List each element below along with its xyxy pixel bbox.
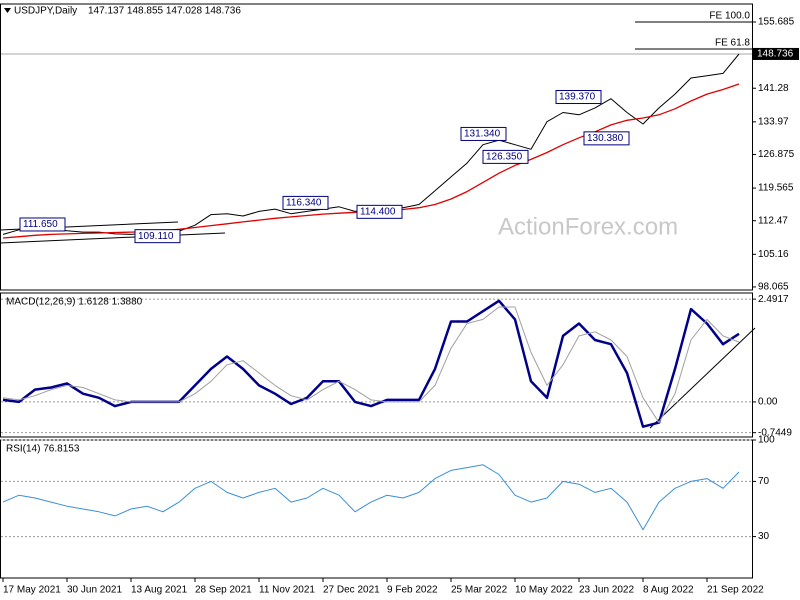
x-tick-label: 13 Aug 2021 [131, 585, 188, 596]
price-annotation [555, 90, 602, 105]
y-tick-label: 98.065 [758, 282, 789, 293]
menu-arrow [4, 8, 11, 13]
x-tick-label: 10 May 2022 [515, 585, 573, 596]
price-annotation [134, 229, 181, 244]
annotation-label: 111.650 [23, 219, 58, 230]
series-line [2, 464, 740, 531]
y-tick-label: 0.00 [758, 397, 778, 408]
x-tick-label: 17 May 2021 [3, 585, 61, 596]
x-tick-label: 28 Sep 2021 [195, 585, 252, 596]
price-annotation [482, 149, 529, 164]
y-tick-label: 105.16 [758, 249, 789, 260]
y-tick-label: 100 [758, 435, 775, 446]
series-line [2, 299, 740, 428]
last-price-label: 148.736 [757, 49, 794, 60]
y-tick-label: 2.4917 [758, 294, 789, 305]
chart-title: USDJPY,Daily [14, 6, 77, 17]
y-tick-label: 70 [758, 476, 770, 487]
watermark: ActionForex.com [498, 213, 678, 240]
series-line [2, 306, 740, 424]
annotation-label: 114.400 [360, 206, 396, 217]
y-tick-label: 155.685 [758, 17, 795, 28]
y-tick-label: 141.28 [758, 83, 789, 94]
price-annotation [583, 131, 630, 146]
y-tick-label: -0.7449 [758, 427, 792, 438]
trendline [0, 232, 226, 244]
panel-frame [0, 439, 753, 579]
x-tick-label: 8 Aug 2022 [643, 585, 694, 596]
annotation-label: 139.370 [559, 92, 596, 103]
price-annotation [356, 204, 403, 219]
x-tick-label: 11 Nov 2021 [259, 585, 315, 596]
panel-frame [0, 3, 753, 291]
annotation-label: 116.340 [286, 198, 322, 209]
y-tick-label: 126.875 [758, 149, 795, 160]
price-annotation [282, 195, 329, 210]
y-tick-label: 133.97 [758, 116, 789, 127]
price-annotation [19, 217, 66, 232]
x-tick-label: 23 Jun 2022 [579, 585, 634, 596]
fe-label: FE 61.8 [715, 38, 750, 49]
price-annotation [460, 126, 507, 141]
y-tick-label: 112.47 [758, 215, 788, 226]
chart-subtitle: 147.137 148.855 147.028 148.736 [88, 6, 241, 17]
y-tick-label: 30 [758, 531, 770, 542]
annotation-label: 109.110 [138, 231, 174, 242]
last-price-box [753, 47, 799, 60]
panel-title: RSI(14) 76.8153 [6, 444, 80, 455]
trendline [649, 327, 756, 429]
x-tick-label: 9 Feb 2022 [387, 585, 438, 596]
y-tick-label: 119.565 [758, 183, 794, 194]
x-tick-label: 30 Jun 2021 [67, 585, 122, 596]
annotation-label: 130.380 [587, 133, 624, 144]
fe-label: FE 100.0 [709, 11, 750, 22]
panel-frame [0, 292, 753, 438]
annotation-label: 126.350 [486, 152, 523, 163]
annotation-label: 131.340 [464, 129, 501, 140]
x-tick-label: 21 Sep 2022 [707, 585, 764, 596]
x-tick-label: 25 Mar 2022 [451, 585, 508, 596]
x-tick-label: 27 Dec 2021 [323, 585, 380, 596]
panel-title: MACD(12,26,9) 1.6128 1.3880 [6, 297, 143, 308]
